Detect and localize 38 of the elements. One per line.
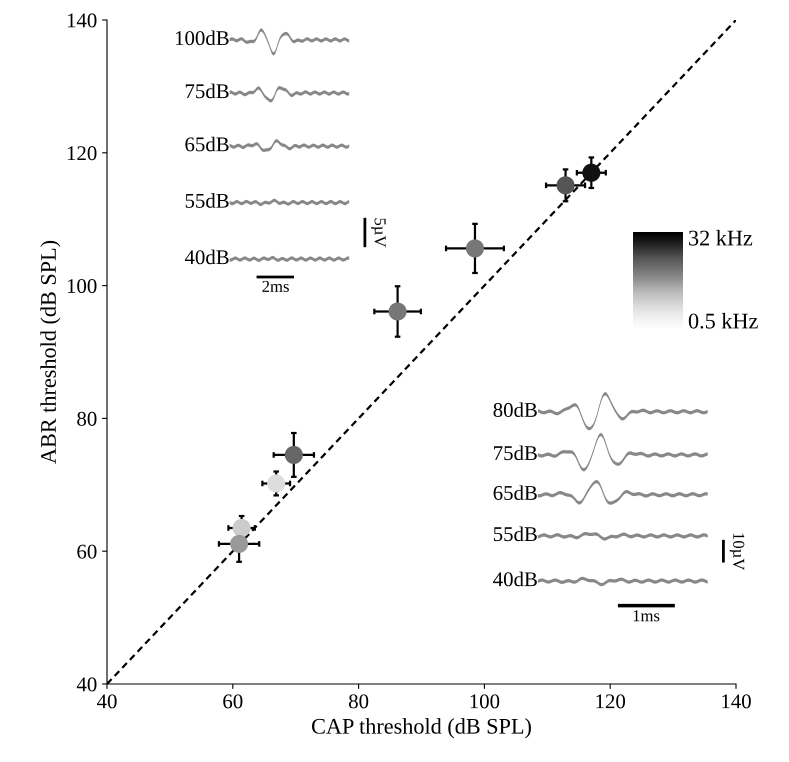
y-axis-title: ABR threshold (dB SPL) [40, 240, 60, 464]
x-tick-label: 40 [96, 694, 117, 708]
x-tick-label: 80 [348, 694, 368, 708]
point [230, 534, 248, 553]
annotation: 0.5 kHz [688, 312, 758, 329]
x-tick-label: 100 [470, 694, 500, 708]
annotation: 65dB [185, 136, 229, 152]
annotation: 10µV [730, 534, 744, 570]
x-tick-label: 60 [223, 694, 242, 708]
annotation: 80dB [494, 402, 537, 417]
annotation: 40dB [184, 250, 229, 264]
x-axis-title: CAP threshold (dB SPL) [312, 718, 531, 738]
point [466, 239, 484, 258]
annotation: 55dB [494, 526, 537, 542]
annotation: 55dB [186, 193, 229, 208]
point [556, 176, 575, 194]
point [284, 446, 303, 464]
point [267, 474, 286, 493]
point [232, 518, 251, 538]
point [388, 302, 407, 321]
annotation: 75dB [494, 445, 537, 460]
y-tick-label: 120 [68, 146, 96, 160]
annotation: 65dB [494, 485, 537, 500]
point [582, 164, 600, 182]
annotation: 75dB [186, 84, 229, 98]
annotation: 5µV [371, 218, 386, 248]
annotation: 32 kHz [689, 230, 752, 246]
y-tick-label: 60 [77, 544, 96, 559]
annotation: 40dB [493, 572, 537, 586]
x-tick-label: 120 [596, 694, 626, 708]
y-tick-label: 140 [68, 13, 96, 28]
y-tick-label: 80 [77, 412, 96, 426]
x-tick-label: 140 [722, 694, 751, 708]
annotation: 1ms [634, 610, 660, 622]
y-tick-label: 40 [76, 677, 96, 692]
y-tick-label: 100 [68, 278, 96, 294]
annotation: 100dB [176, 30, 229, 46]
annotation: 2ms [262, 280, 289, 292]
